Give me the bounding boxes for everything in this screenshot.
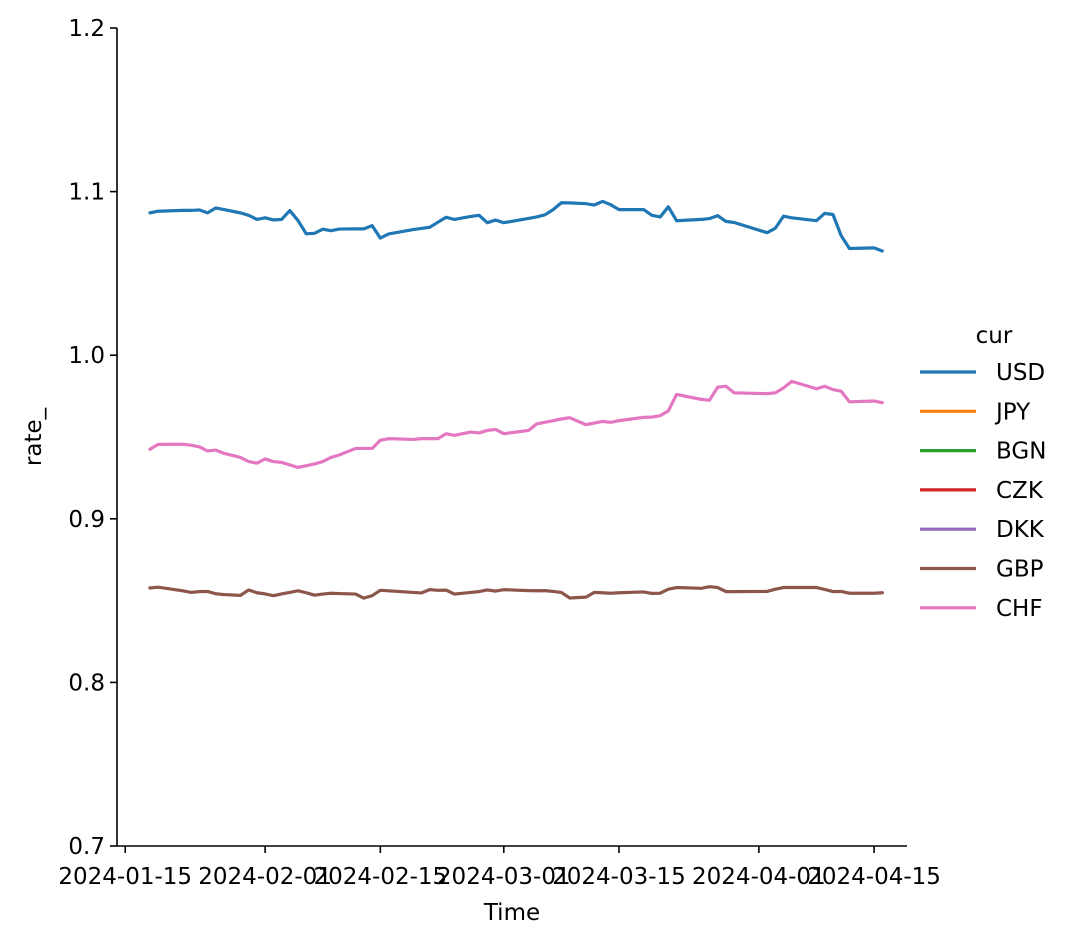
y-axis-title: rate_ [21, 407, 47, 466]
legend-label-bgn: BGN [996, 439, 1046, 465]
series-line-usd [148, 199, 884, 253]
y-tick-label: 1.0 [68, 343, 105, 369]
series-lines [148, 199, 884, 600]
legend-label-usd: USD [996, 360, 1045, 386]
series-line-chf [148, 379, 884, 470]
x-tick-label: 2024-03-15 [552, 864, 686, 890]
x-tick-label: 2024-04-15 [807, 864, 941, 890]
legend-title: cur [976, 323, 1013, 349]
legend: cur USD JPY BGN CZK DKK GBP CHF [920, 323, 1046, 622]
legend-label-chf: CHF [996, 596, 1043, 622]
y-tick-label: 0.9 [68, 507, 105, 533]
legend-label-dkk: DKK [996, 517, 1045, 543]
y-tick-label: 0.8 [68, 670, 105, 696]
y-tick-label: 0.7 [68, 834, 105, 860]
legend-label-jpy: JPY [994, 399, 1031, 425]
x-tick-label: 2024-02-15 [313, 864, 447, 890]
x-tick-label: 2024-01-15 [58, 864, 192, 890]
y-tick-label: 1.1 [68, 180, 105, 206]
x-tick-label: 2024-04-01 [692, 864, 826, 890]
legend-label-gbp: GBP [996, 557, 1044, 583]
x-axis-title: Time [483, 900, 540, 926]
x-tick-label: 2024-03-01 [437, 864, 571, 890]
legend-items: USD JPY BGN CZK DKK GBP CHF [920, 360, 1046, 622]
x-tick-label: 2024-02-01 [198, 864, 332, 890]
y-tick-label: 1.2 [68, 16, 105, 42]
series-line-gbp [148, 585, 884, 600]
legend-label-czk: CZK [996, 478, 1044, 504]
